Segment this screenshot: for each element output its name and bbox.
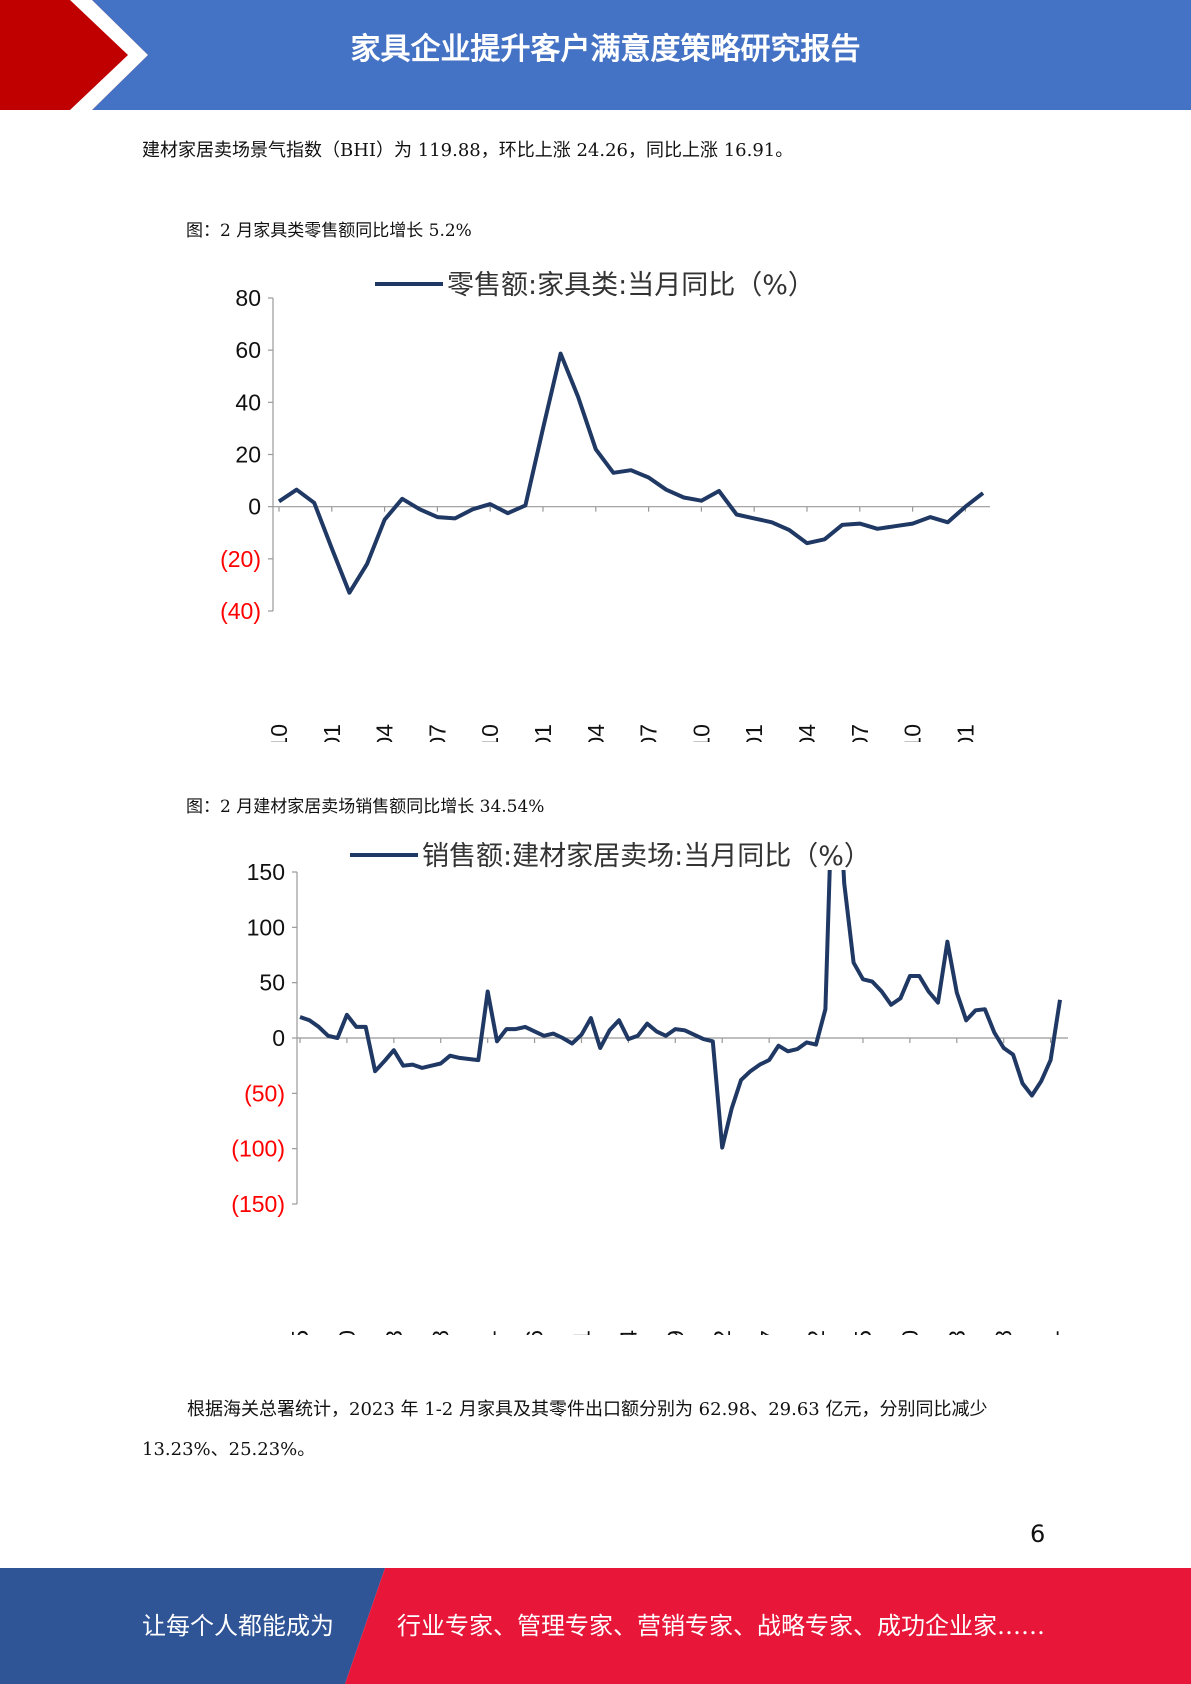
- x-tick-label: 2023-01: [952, 724, 978, 742]
- figure-caption-building-materials-sales: 图：2 月建材家居卖场销售额同比增长 34.54%: [186, 797, 545, 817]
- x-tick-label: 2021-07: [636, 724, 662, 742]
- x-tick-label: 2020-12: [803, 1330, 829, 1335]
- page-header: 家具企业提升客户满意度策略研究报告: [0, 0, 1191, 110]
- customs-export-paragraph: 根据海关总署统计，2023 年 1-2 月家具及其零件出口额分别为 62.98、…: [142, 1399, 988, 1460]
- x-tick-label: 2021-10: [688, 724, 714, 742]
- y-tick-label: (150): [231, 1191, 285, 1217]
- page-footer: 让每个人都能成为 行业专家、管理专家、营销专家、战略专家、成功企业家……: [0, 1568, 1191, 1684]
- x-tick-label: 2022-03: [944, 1330, 970, 1335]
- x-tick-label: 2020-07: [756, 1330, 782, 1335]
- x-tick-label: 2020-02: [709, 1330, 735, 1335]
- x-tick-label: 2022-10: [900, 724, 926, 742]
- x-tick-label: 2016-10: [334, 1330, 360, 1335]
- x-tick-label: 2021-05: [850, 1330, 876, 1335]
- figure-caption-furniture-retail: 图：2 月家具类零售额同比增长 5.2%: [186, 221, 472, 241]
- y-tick-label: 20: [235, 442, 261, 468]
- footer-slogan-left: 让每个人都能成为: [142, 1612, 334, 1640]
- x-tick-label: 2017-08: [428, 1330, 454, 1335]
- x-tick-label: 2020-07: [424, 724, 450, 742]
- series-line: [299, 870, 1062, 1150]
- x-tick-label: 2018-06: [522, 1330, 548, 1335]
- x-tick-label: 2020-10: [477, 724, 503, 742]
- footer-background: [0, 1568, 1191, 1684]
- x-tick-label: 2018-11: [568, 1330, 594, 1335]
- x-tick-label: 2021-04: [583, 724, 609, 742]
- y-tick-label: 60: [235, 337, 261, 363]
- x-tick-label: 2020-01: [319, 724, 345, 742]
- bhi-paragraph: 建材家居卖场景气指数（BHI）为 119.88，环比上涨 24.26，同比上涨 …: [142, 140, 794, 161]
- header-arrow-decoration: [0, 0, 148, 110]
- page-number: 6: [1030, 1520, 1046, 1548]
- x-tick-label: 2019-04: [615, 1330, 641, 1335]
- report-title: 家具企业提升客户满意度策略研究报告: [350, 32, 861, 67]
- y-tick-label: (100): [231, 1136, 285, 1162]
- x-tick-label: 2016-05: [287, 1330, 313, 1335]
- legend-label: 零售额:家具类:当月同比（%）: [447, 270, 815, 301]
- y-tick-label: 0: [272, 1025, 285, 1051]
- y-tick-label: (50): [244, 1080, 285, 1106]
- y-tick-label: (40): [220, 598, 261, 624]
- x-tick-label: 2022-08: [991, 1330, 1017, 1335]
- y-tick-label: 40: [235, 389, 261, 415]
- y-tick-label: (20): [220, 546, 261, 572]
- y-tick-label: 50: [259, 970, 285, 996]
- series-line: [277, 351, 985, 595]
- x-tick-label: 2017-03: [381, 1330, 407, 1335]
- y-tick-label: 80: [235, 285, 261, 311]
- x-tick-label: 2023-01: [1038, 1330, 1064, 1335]
- x-tick-label: 2020-04: [372, 724, 398, 742]
- x-tick-label: 2022-07: [847, 724, 873, 742]
- x-tick-label: 2022-01: [741, 724, 767, 742]
- x-tick-label: 2021-01: [530, 724, 556, 742]
- y-tick-label: 0: [248, 494, 261, 520]
- building-materials-sales-yoy-chart: 150 100 50 0 (50) (100) (150) 2016-05 2016-10 201…: [231, 841, 1068, 1335]
- furniture-retail-yoy-chart: 80 60 40 20 0 (20) (40) 2019-10 2020-01 2020-04 20…: [220, 270, 990, 742]
- x-tick-label: 2022-04: [794, 724, 820, 742]
- y-tick-label: 150: [247, 859, 285, 885]
- x-tick-label: 2021-10: [897, 1330, 923, 1335]
- y-tick-label: 100: [247, 914, 285, 940]
- footer-slogan-right: 行业专家、管理专家、营销专家、战略专家、成功企业家……: [397, 1612, 1045, 1640]
- x-tick-label: 2018-01: [475, 1330, 501, 1335]
- x-tick-label: 2019-09: [662, 1330, 688, 1335]
- legend-label: 销售额:建材家居卖场:当月同比（%）: [422, 841, 871, 872]
- x-tick-label: 2019-10: [266, 724, 292, 742]
